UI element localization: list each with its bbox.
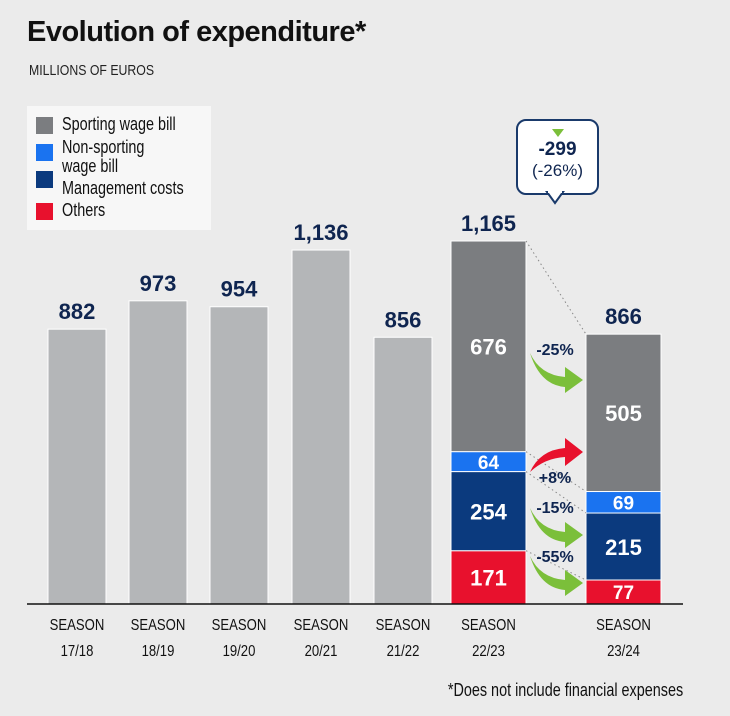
legend-item-others: Others xyxy=(36,201,116,220)
segment-label: 69 xyxy=(613,493,634,514)
x-tick-label: SEASON xyxy=(461,617,516,634)
legend-item-sporting: Sporting wage bill xyxy=(36,115,204,134)
connector-line xyxy=(525,451,587,492)
x-tick-label: 21/22 xyxy=(387,643,420,660)
chart-title: Evolution of expenditure* xyxy=(27,16,366,48)
legend-swatch xyxy=(36,144,53,161)
legend-swatch xyxy=(36,171,53,188)
x-tick-label: SEASON xyxy=(50,617,105,634)
connector-line xyxy=(525,240,587,335)
segment-label: 64 xyxy=(478,453,500,474)
arrow-up-icon xyxy=(530,438,583,472)
x-tick-label: 19/20 xyxy=(223,643,256,660)
change-label: -55% xyxy=(536,549,573,566)
bar-segment xyxy=(450,471,527,552)
segment-label: 77 xyxy=(613,583,634,604)
total-change-percent: (-26%) xyxy=(531,161,583,180)
total-label: 882 xyxy=(59,299,96,324)
bar-segment xyxy=(585,333,662,493)
legend-label: Sporting wage bill xyxy=(62,114,176,134)
legend-item-non-sporting: Non-sporting wage bill xyxy=(36,138,165,176)
segment-label: 215 xyxy=(605,535,642,560)
segment-label: 254 xyxy=(470,500,507,525)
bar xyxy=(128,300,188,605)
total-label: 973 xyxy=(140,271,177,296)
bar xyxy=(47,328,107,605)
legend-swatch xyxy=(36,203,53,220)
change-label: -15% xyxy=(536,500,573,517)
segment-label: 676 xyxy=(470,335,507,360)
legend-label-line: Non-sporting xyxy=(62,137,145,157)
x-tick-label: SEASON xyxy=(212,617,267,634)
total-label: 866 xyxy=(605,304,642,329)
legend-item-management: Management costs xyxy=(36,171,214,198)
segment-label: 171 xyxy=(470,566,507,591)
x-tick-label: SEASON xyxy=(294,617,349,634)
bar xyxy=(209,306,269,605)
x-tick-label: SEASON xyxy=(131,617,186,634)
bar-segment xyxy=(450,240,527,453)
legend-label: Others xyxy=(62,200,106,220)
total-label: 1,165 xyxy=(461,211,516,236)
total-label: 1,136 xyxy=(293,220,348,245)
change-label: -25% xyxy=(536,342,573,359)
bar-segment xyxy=(450,550,527,605)
x-tick-label: 22/23 xyxy=(472,643,505,660)
total-change-value: -299 xyxy=(538,139,577,160)
legend-label: Management costs xyxy=(62,178,184,198)
arrow-down-icon xyxy=(530,556,583,596)
arrow-down-icon xyxy=(530,508,583,548)
x-tick-label: 18/19 xyxy=(142,643,175,660)
bar xyxy=(291,249,351,605)
total-label: 856 xyxy=(385,307,422,332)
legend-label: Non-sporting wage bill xyxy=(62,138,144,176)
legend: Sporting wage bill Non-sporting wage bil… xyxy=(27,106,211,230)
x-tick-label: 20/21 xyxy=(305,643,338,660)
legend-label-line: wage bill xyxy=(62,156,119,176)
chart-subtitle: MILLIONS OF EUROS xyxy=(29,62,155,79)
x-tick-label: 17/18 xyxy=(61,643,94,660)
bar-segment xyxy=(585,512,662,581)
bar xyxy=(373,336,433,605)
x-tick-label: SEASON xyxy=(376,617,431,634)
x-tick-label: SEASON xyxy=(596,617,651,634)
total-label: 954 xyxy=(221,277,258,302)
total-change-callout: -299 (-26%) xyxy=(516,119,599,195)
legend-swatch xyxy=(36,117,53,134)
x-tick-label: 23/24 xyxy=(607,643,640,660)
footnote: *Does not include financial expenses xyxy=(447,680,683,700)
change-label: +8% xyxy=(539,470,571,487)
segment-label: 505 xyxy=(605,401,642,426)
down-triangle-icon xyxy=(551,129,564,137)
connector-line xyxy=(525,471,587,514)
arrow-down-icon xyxy=(530,353,583,393)
